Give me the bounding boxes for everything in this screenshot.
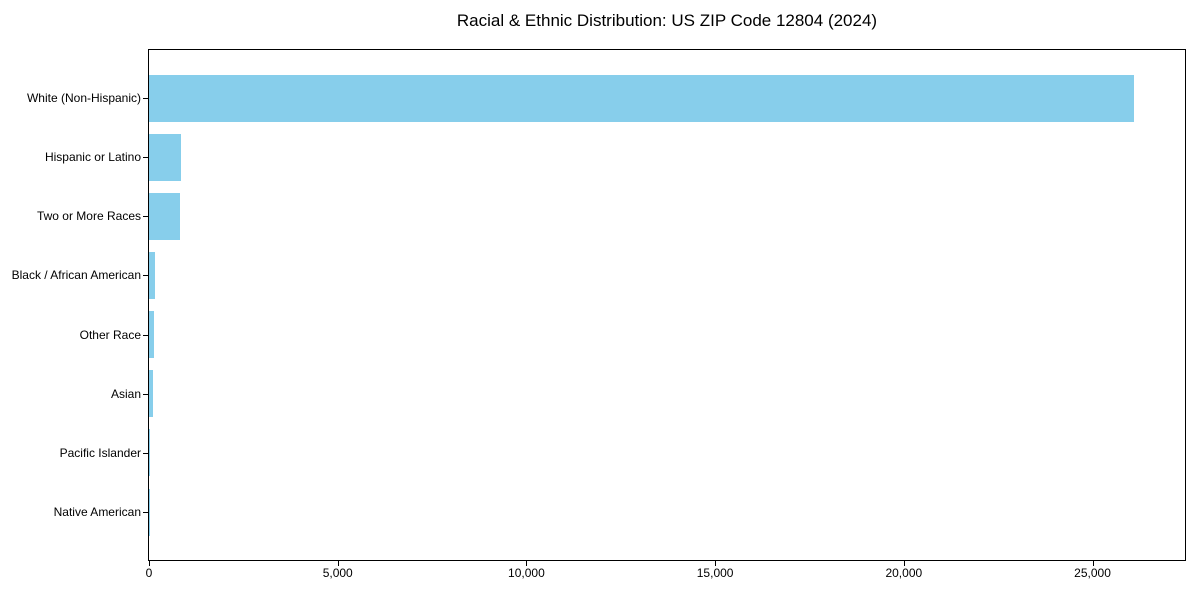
y-axis-label: White (Non-Hispanic) <box>26 91 141 105</box>
x-axis-label: 25,000 <box>1074 566 1111 580</box>
y-axis-label: Two or More Races <box>36 209 141 224</box>
x-tick-mark <box>1092 561 1094 566</box>
chart-title: Racial & Ethnic Distribution: US ZIP Cod… <box>456 11 878 30</box>
y-axis: White (Non-Hispanic) Hispanic or Latino Tw… <box>0 0 141 600</box>
x-tick-mark <box>149 561 150 566</box>
x-axis-label: 5,000 <box>322 566 353 580</box>
y-tick-mark <box>143 275 148 277</box>
y-tick-mark <box>143 157 148 159</box>
x-axis-label: 10,000 <box>508 566 545 580</box>
y-axis-label: Pacific Islander <box>59 445 141 460</box>
bar-hispanic-or-latino <box>149 133 182 181</box>
y-axis-label: Native American <box>53 505 141 519</box>
bar-other-race <box>149 311 154 359</box>
bar-black-african-american <box>149 251 156 299</box>
x-tick-mark <box>903 561 905 566</box>
y-axis-label: Black / African American <box>11 268 141 283</box>
y-tick-mark <box>143 452 148 454</box>
y-tick-mark <box>143 98 148 99</box>
bar-white-non-hispanic <box>149 74 1135 122</box>
y-tick-mark <box>143 393 148 395</box>
bar-asian <box>149 370 153 418</box>
x-tick-mark <box>715 561 717 566</box>
x-axis-label: 20,000 <box>885 566 923 580</box>
plot-area <box>148 49 1186 561</box>
y-axis-label: Other Race <box>79 327 141 342</box>
y-axis-label: Asian <box>110 386 141 401</box>
y-tick-mark <box>143 512 148 513</box>
y-axis-label: Hispanic or Latino <box>44 150 141 165</box>
y-tick-mark <box>143 334 148 336</box>
x-axis-label: 15,000 <box>696 566 734 580</box>
bar-two-or-more-races <box>149 192 180 240</box>
x-tick-mark <box>526 561 528 566</box>
x-axis-label: 0 <box>145 566 153 580</box>
bar-pacific-islander <box>149 429 150 477</box>
y-tick-mark <box>143 216 148 218</box>
x-tick-mark <box>337 561 339 566</box>
